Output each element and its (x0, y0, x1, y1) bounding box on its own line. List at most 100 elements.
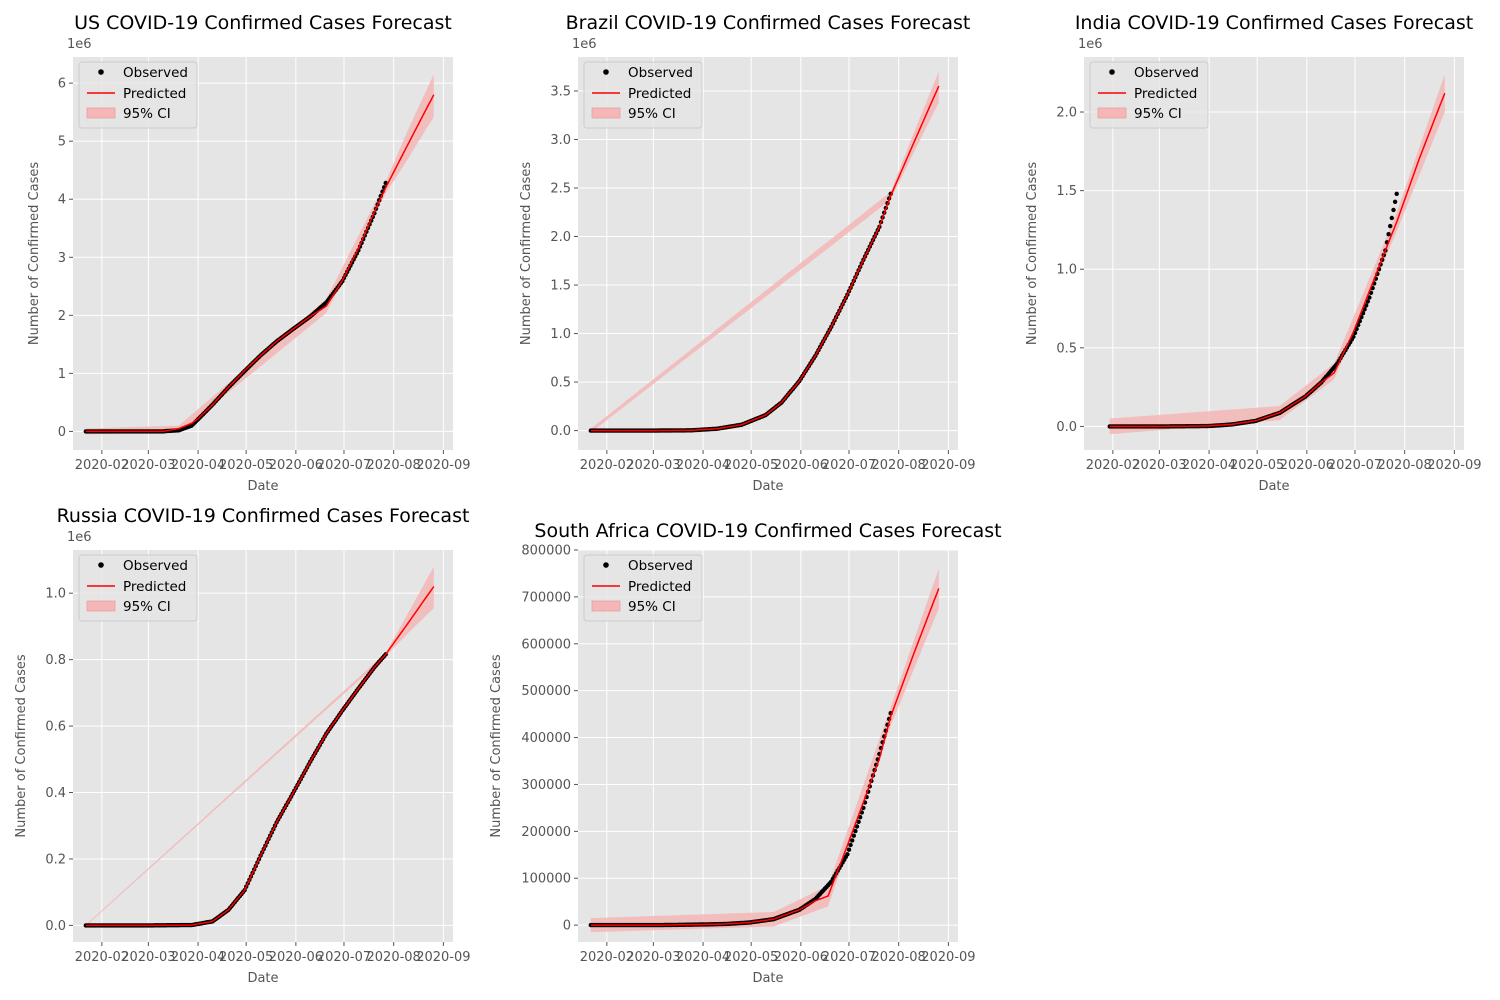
x-tick-label: 2020-06 (1280, 458, 1334, 473)
y-tick-label: 3 (58, 251, 66, 266)
observed-point (858, 815, 863, 820)
legend-predicted-label: Predicted (628, 86, 691, 102)
x-tick-label: 2020-03 (626, 458, 680, 473)
observed-point (1367, 295, 1372, 300)
legend-observed-marker (1109, 69, 1115, 75)
legend-observed-label: Observed (628, 65, 693, 81)
y-tick-label: 100000 (521, 872, 571, 887)
grid-lines (73, 550, 453, 942)
y-tick-label: 300000 (521, 778, 571, 793)
y-tick-label: 1 (58, 367, 66, 382)
legend-observed-label: Observed (628, 558, 693, 574)
x-tick-label: 2020-02 (580, 458, 634, 473)
x-axis: 2020-022020-032020-042020-052020-062020-… (580, 450, 976, 473)
y-tick-label: 0.2 (45, 852, 66, 867)
observed-point (1386, 232, 1391, 237)
x-axis: 2020-022020-032020-042020-052020-062020-… (580, 942, 976, 965)
legend-ci-label: 95% CI (628, 599, 676, 615)
y-axis-label: Number of Confirmed Cases (1025, 162, 1040, 345)
y-tick-label: 800000 (521, 544, 571, 559)
y-tick-label: 0.0 (550, 424, 571, 439)
legend-observed-marker (603, 69, 609, 75)
legend-observed-marker (98, 69, 104, 75)
legend-ci-label: 95% CI (123, 106, 171, 122)
predicted-line (85, 586, 435, 927)
x-tick-label: 2020-03 (121, 950, 175, 965)
observed-point (854, 824, 860, 829)
x-axis: 2020-022020-032020-042020-052020-062020-… (75, 450, 471, 473)
y-tick-label: 2 (58, 309, 66, 324)
y-tick-label: 0 (563, 919, 571, 934)
observed-point (846, 847, 852, 852)
x-tick-label: 2020-07 (317, 458, 371, 473)
y-tick-label: 1.5 (1056, 184, 1077, 199)
y-tick-label: 0.0 (45, 919, 66, 934)
y-axis: 0.0 0.5 1.0 1.5 2.0 2.5 3.0 3.5 (550, 84, 578, 439)
y-tick-label: 1.0 (45, 587, 66, 602)
x-tick-label: 2020-08 (872, 950, 926, 965)
legend: Observed Predicted 95% CI (78, 61, 198, 129)
x-tick-label: 2020-02 (75, 950, 129, 965)
x-tick-label: 2020-09 (416, 950, 470, 965)
x-tick-label: 2020-02 (75, 458, 129, 473)
chart-india: 2020-022020-032020-042020-052020-062020-… (1025, 12, 1482, 494)
x-tick-label: 2020-06 (774, 458, 828, 473)
grid-lines (1084, 57, 1464, 450)
x-tick-label: 2020-09 (921, 458, 975, 473)
x-axis: 2020-022020-032020-042020-052020-062020-… (1086, 450, 1482, 473)
y-offset-label: 1e6 (572, 37, 597, 52)
x-tick-label: 2020-06 (269, 458, 323, 473)
x-tick-label: 2020-03 (121, 458, 175, 473)
x-tick-label: 2020-05 (219, 458, 273, 473)
legend-predicted-label: Predicted (1134, 86, 1197, 102)
x-tick-label: 2020-09 (1427, 458, 1481, 473)
ci-band (85, 74, 434, 435)
legend-ci-label: 95% CI (123, 599, 171, 615)
y-axis: 0.0 0.5 1.0 1.5 2.0 (1056, 106, 1084, 435)
y-tick-label: 0.0 (1056, 420, 1077, 435)
chart-title: South Africa COVID-19 Confirmed Cases Fo… (534, 520, 1001, 542)
observed-point (853, 828, 858, 834)
x-tick-label: 2020-09 (416, 458, 470, 473)
x-tick-label: 2020-05 (724, 458, 778, 473)
chart-south-africa: 2020-022020-032020-042020-052020-062020-… (489, 520, 1002, 986)
y-tick-label: 4 (58, 193, 66, 208)
x-tick-label: 2020-08 (367, 458, 421, 473)
legend-ci-marker (86, 107, 116, 119)
legend-ci-marker (1097, 107, 1127, 119)
x-axis-label: Date (1258, 479, 1289, 494)
x-tick-label: 2020-06 (774, 950, 828, 965)
x-tick-label: 2020-07 (317, 950, 371, 965)
legend-ci-marker (591, 600, 621, 612)
legend-ci-label: 95% CI (628, 106, 676, 122)
legend-observed-marker (603, 562, 609, 568)
x-tick-label: 2020-07 (1328, 458, 1382, 473)
observed-point (1394, 191, 1399, 196)
chart-russia: 2020-022020-032020-042020-052020-062020-… (14, 505, 471, 986)
x-tick-label: 2020-02 (580, 950, 634, 965)
y-tick-label: 600000 (521, 637, 571, 652)
y-axis-label: Number of Confirmed Cases (27, 162, 42, 345)
x-tick-label: 2020-03 (626, 950, 680, 965)
chart-brazil: 2020-022020-032020-042020-052020-062020-… (519, 12, 976, 494)
y-axis-label: Number of Confirmed Cases (489, 654, 504, 837)
y-offset-label: 1e6 (1078, 37, 1103, 52)
observed-point (848, 842, 853, 848)
legend-ci-label: 95% CI (1134, 106, 1182, 122)
y-axis: 0 1 2 3 4 5 6 (58, 77, 73, 440)
observed-series (588, 191, 893, 433)
x-axis-label: Date (247, 971, 278, 986)
y-tick-label: 0.6 (45, 720, 66, 735)
chart-us: 2020-022020-032020-042020-052020-062020-… (27, 12, 471, 494)
y-tick-label: 0.8 (45, 653, 66, 668)
legend-ci-marker (86, 600, 116, 612)
predicted-line (590, 85, 940, 432)
y-tick-label: 700000 (521, 590, 571, 605)
legend-ci-marker (591, 107, 621, 119)
legend-observed-label: Observed (1134, 65, 1199, 81)
x-tick-label: 2020-05 (219, 950, 273, 965)
x-tick-label: 2020-08 (367, 950, 421, 965)
y-tick-label: 0.5 (550, 376, 571, 391)
y-tick-label: 200000 (521, 825, 571, 840)
